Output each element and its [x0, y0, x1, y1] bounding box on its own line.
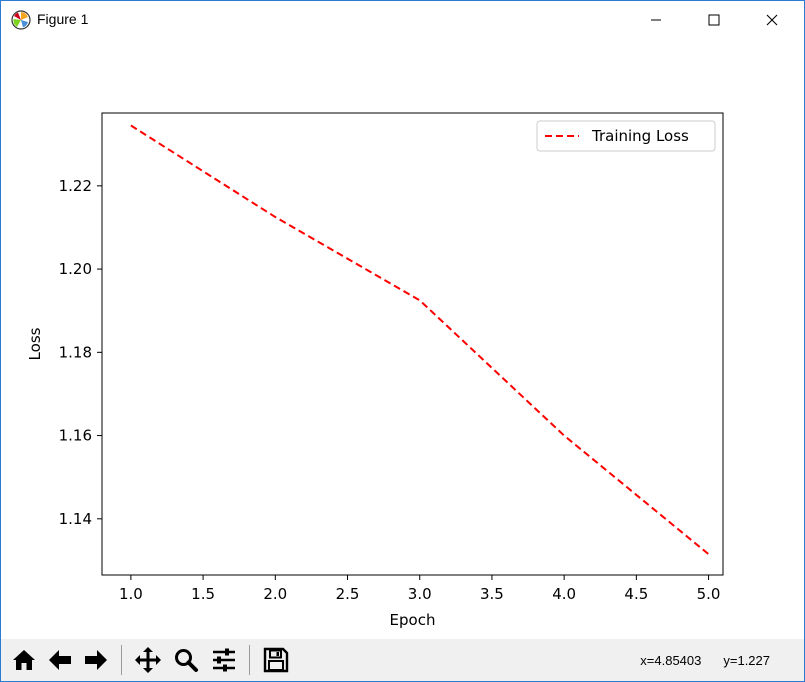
y-tick-label: 1.18 [59, 343, 92, 361]
series-line [130, 124, 710, 555]
x-tick-label: 5.0 [697, 585, 721, 603]
home-icon [13, 650, 35, 670]
maximize-button[interactable] [685, 1, 743, 39]
forward-arrow-icon [85, 650, 107, 670]
x-tick-label: 1.5 [191, 585, 215, 603]
y-tick-label: 1.22 [59, 177, 92, 195]
x-coordinate-readout: x=4.85403 [640, 653, 702, 668]
x-tick-label: 4.5 [624, 585, 648, 603]
legend: Training Loss [536, 120, 716, 152]
maximize-icon [708, 14, 720, 26]
zoom-button[interactable] [169, 643, 203, 677]
save-icon [263, 647, 289, 673]
toolbar-separator [121, 645, 122, 675]
x-axis-label: Epoch [390, 611, 436, 629]
x-tick-label: 2.0 [263, 585, 287, 603]
legend-box [536, 120, 716, 152]
home-button[interactable] [7, 643, 41, 677]
navigation-toolbar: x=4.85403 y=1.227 [1, 639, 804, 681]
y-axis: 1.14 1.16 1.18 1.20 1.22 [59, 177, 102, 528]
y-tick-label: 1.16 [59, 427, 92, 445]
x-tick-label: 1.0 [119, 585, 143, 603]
save-button[interactable] [259, 643, 293, 677]
series-layer [130, 124, 710, 555]
line-chart[interactable]: 1.0 1.5 2.0 2.5 3.0 3.5 4.0 4.5 5.0 1.14 1.16 1.18… [1, 39, 804, 639]
forward-button[interactable] [79, 643, 113, 677]
x-tick-label: 4.0 [552, 585, 576, 603]
figure-canvas[interactable]: 1.0 1.5 2.0 2.5 3.0 3.5 4.0 4.5 5.0 1.14 1.16 1.18… [1, 39, 804, 639]
configure-subplots-button[interactable] [207, 643, 241, 677]
minimize-icon [651, 19, 661, 21]
plot-frame [101, 112, 724, 576]
back-button[interactable] [43, 643, 77, 677]
toolbar-separator [249, 645, 250, 675]
y-axis-label: Loss [26, 327, 44, 360]
close-icon [766, 14, 778, 26]
y-tick-label: 1.14 [59, 510, 92, 528]
close-button[interactable] [743, 1, 801, 39]
x-tick-label: 3.0 [408, 585, 432, 603]
window-title: Figure 1 [37, 11, 89, 27]
y-coordinate-readout: y=1.227 [723, 653, 770, 668]
pan-button[interactable] [131, 643, 165, 677]
x-tick-label: 2.5 [336, 585, 360, 603]
matplotlib-logo-icon [11, 10, 31, 30]
zoom-icon [175, 649, 198, 672]
sliders-icon [213, 648, 235, 672]
legend-label: Training Loss [591, 127, 689, 145]
pan-icon [135, 647, 161, 673]
cursor-coordinates: x=4.85403 y=1.227 [640, 653, 770, 668]
title-bar[interactable]: Figure 1 [1, 1, 804, 39]
back-arrow-icon [49, 650, 71, 670]
y-tick-label: 1.20 [59, 260, 92, 278]
minimize-button[interactable] [627, 1, 685, 39]
x-axis: 1.0 1.5 2.0 2.5 3.0 3.5 4.0 4.5 5.0 [119, 575, 721, 603]
x-tick-label: 3.5 [480, 585, 504, 603]
